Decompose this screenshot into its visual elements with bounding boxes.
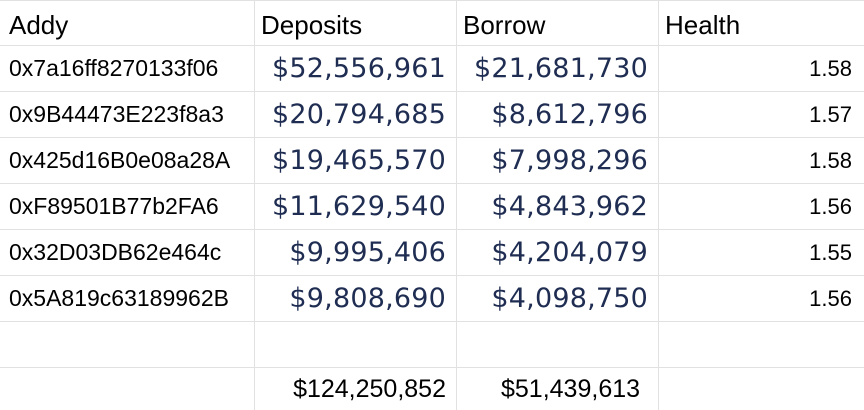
cell-deposits[interactable]: $52,556,961 xyxy=(255,46,457,91)
cell-deposits[interactable]: $19,465,570 xyxy=(255,138,457,183)
cell-addy[interactable]: 0x32D03DB62e464c xyxy=(0,230,255,275)
cell-borrow[interactable]: $7,998,296 xyxy=(457,138,659,183)
cell-deposits-empty[interactable] xyxy=(255,322,457,367)
cell-borrow-empty[interactable] xyxy=(457,322,659,367)
cell-addy[interactable]: 0x5A819c63189962B xyxy=(0,276,255,321)
cell-deposits-total[interactable]: $124,250,852 xyxy=(255,368,457,410)
cell-addy-total[interactable] xyxy=(0,368,255,410)
cell-health[interactable]: 1.58 xyxy=(659,138,864,183)
borrow-value: $8,612,796 xyxy=(491,99,648,130)
cell-deposits[interactable]: $9,808,690 xyxy=(255,276,457,321)
deposits-total: $124,250,852 xyxy=(293,374,446,403)
addy-value: 0x425d16B0e08a28A xyxy=(9,147,231,173)
deposits-value: $19,465,570 xyxy=(272,145,446,176)
deposits-value: $11,629,540 xyxy=(272,191,446,222)
borrow-total: $51,439,613 xyxy=(501,374,641,403)
header-cell-addy[interactable]: Addy xyxy=(0,0,255,45)
cell-borrow[interactable]: $21,681,730 xyxy=(457,46,659,91)
cell-addy-empty[interactable] xyxy=(0,322,255,367)
cell-health-total[interactable] xyxy=(659,368,864,410)
health-value: 1.56 xyxy=(809,285,852,311)
cell-health[interactable]: 1.55 xyxy=(659,230,864,275)
table-row: 0x9B44473E223f8a3 $20,794,685 $8,612,796… xyxy=(0,92,864,138)
header-health-label: Health xyxy=(665,10,741,40)
table-row: 0xF89501B77b2FA6 $11,629,540 $4,843,962 … xyxy=(0,184,864,230)
borrow-value: $21,681,730 xyxy=(474,53,648,84)
health-value: 1.58 xyxy=(809,55,852,81)
cell-borrow-total[interactable]: $51,439,613 xyxy=(457,368,659,410)
addy-value: 0x5A819c63189962B xyxy=(9,285,229,311)
deposits-value: $52,556,961 xyxy=(272,53,446,84)
health-value: 1.58 xyxy=(809,147,852,173)
borrow-value: $7,998,296 xyxy=(491,145,648,176)
table-row: 0x5A819c63189962B $9,808,690 $4,098,750 … xyxy=(0,276,864,322)
cell-borrow[interactable]: $4,204,079 xyxy=(457,230,659,275)
addy-value: 0x32D03DB62e464c xyxy=(9,239,222,265)
cell-borrow[interactable]: $4,098,750 xyxy=(457,276,659,321)
header-addy-label: Addy xyxy=(9,10,69,40)
borrow-value: $4,098,750 xyxy=(491,283,648,314)
cell-health[interactable]: 1.56 xyxy=(659,276,864,321)
grid-top-border xyxy=(0,0,864,1)
cell-deposits[interactable]: $9,995,406 xyxy=(255,230,457,275)
header-deposits-label: Deposits xyxy=(261,10,363,40)
table-row: 0x7a16ff8270133f06 $52,556,961 $21,681,7… xyxy=(0,46,864,92)
addy-value: 0x9B44473E223f8a3 xyxy=(9,101,224,127)
cell-health-empty[interactable] xyxy=(659,322,864,367)
cell-health[interactable]: 1.57 xyxy=(659,92,864,137)
addy-value: 0x7a16ff8270133f06 xyxy=(9,55,219,81)
table-row: 0x425d16B0e08a28A $19,465,570 $7,998,296… xyxy=(0,138,864,184)
health-value: 1.56 xyxy=(809,193,852,219)
borrow-value: $4,843,962 xyxy=(491,191,648,222)
health-value: 1.55 xyxy=(809,239,852,265)
header-cell-deposits[interactable]: Deposits xyxy=(255,0,457,45)
header-cell-health[interactable]: Health xyxy=(659,0,864,45)
addy-value: 0xF89501B77b2FA6 xyxy=(9,193,219,219)
cell-deposits[interactable]: $20,794,685 xyxy=(255,92,457,137)
header-borrow-label: Borrow xyxy=(463,10,546,40)
empty-row xyxy=(0,322,864,368)
borrow-value: $4,204,079 xyxy=(491,237,648,268)
cell-health[interactable]: 1.56 xyxy=(659,184,864,229)
cell-addy[interactable]: 0x425d16B0e08a28A xyxy=(0,138,255,183)
cell-borrow[interactable]: $8,612,796 xyxy=(457,92,659,137)
table-row: 0x32D03DB62e464c $9,995,406 $4,204,079 1… xyxy=(0,230,864,276)
header-row: Addy Deposits Borrow Health xyxy=(0,0,864,46)
cell-health[interactable]: 1.58 xyxy=(659,46,864,91)
cell-addy[interactable]: 0x9B44473E223f8a3 xyxy=(0,92,255,137)
cell-addy[interactable]: 0xF89501B77b2FA6 xyxy=(0,184,255,229)
cell-addy[interactable]: 0x7a16ff8270133f06 xyxy=(0,46,255,91)
cell-borrow[interactable]: $4,843,962 xyxy=(457,184,659,229)
deposits-value: $20,794,685 xyxy=(272,99,446,130)
deposits-value: $9,995,406 xyxy=(289,237,446,268)
header-cell-borrow[interactable]: Borrow xyxy=(457,0,659,45)
totals-row: $124,250,852 $51,439,613 xyxy=(0,368,864,410)
cell-deposits[interactable]: $11,629,540 xyxy=(255,184,457,229)
deposits-value: $9,808,690 xyxy=(289,283,446,314)
health-value: 1.57 xyxy=(809,101,852,127)
